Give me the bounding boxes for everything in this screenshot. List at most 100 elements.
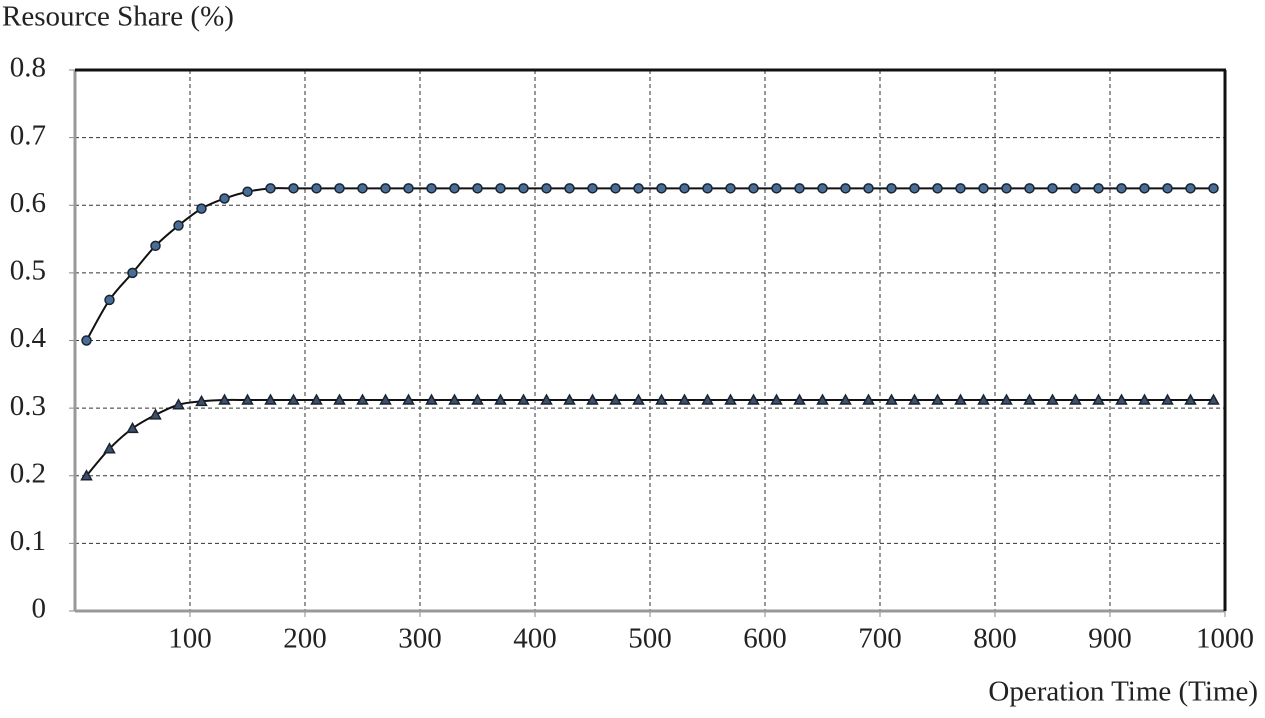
- marker: [402, 393, 415, 405]
- x-tick-label: 400: [513, 623, 557, 655]
- y-tick-label: 0.7: [10, 119, 46, 151]
- marker: [287, 393, 300, 405]
- marker: [1184, 393, 1197, 405]
- y-tick-label: 0.1: [10, 525, 46, 557]
- marker: [426, 183, 437, 194]
- marker: [149, 408, 162, 420]
- marker: [564, 183, 575, 194]
- marker: [518, 183, 529, 194]
- marker: [150, 240, 161, 252]
- x-tick-label: 300: [398, 623, 442, 655]
- marker: [1093, 183, 1104, 194]
- x-tick-label: 100: [168, 623, 212, 655]
- marker: [931, 393, 944, 405]
- x-tick-label: 1000: [1196, 623, 1254, 655]
- marker: [793, 393, 806, 405]
- marker: [126, 421, 139, 434]
- x-axis-label: Operation Time (Time): [988, 676, 1258, 708]
- marker: [242, 186, 253, 197]
- marker: [954, 393, 967, 405]
- marker: [1047, 183, 1058, 194]
- marker: [403, 183, 414, 194]
- marker: [218, 393, 231, 405]
- marker: [1000, 393, 1013, 405]
- marker: [563, 393, 576, 405]
- x-tick-label: 200: [283, 623, 327, 655]
- marker: [932, 183, 943, 194]
- marker: [517, 393, 530, 405]
- marker: [632, 393, 645, 405]
- marker: [816, 393, 829, 405]
- x-tick-label: 700: [858, 623, 902, 655]
- marker: [909, 183, 920, 194]
- marker: [173, 220, 184, 231]
- marker: [1092, 393, 1105, 405]
- marker: [839, 393, 852, 405]
- marker: [471, 393, 484, 405]
- marker: [587, 183, 598, 194]
- marker: [494, 393, 507, 405]
- marker: [80, 469, 93, 481]
- marker: [172, 398, 185, 410]
- marker: [288, 183, 299, 194]
- marker: [702, 183, 713, 194]
- marker: [1023, 393, 1036, 405]
- y-tick-label: 0.3: [10, 390, 46, 422]
- marker: [978, 183, 989, 194]
- marker: [678, 393, 691, 405]
- marker: [127, 267, 138, 279]
- marker: [264, 393, 277, 405]
- marker: [1138, 393, 1151, 405]
- marker: [103, 442, 116, 454]
- marker: [219, 193, 230, 204]
- marker: [241, 393, 254, 405]
- marker: [1162, 183, 1173, 194]
- x-tick-label: 600: [743, 623, 787, 655]
- marker: [908, 393, 921, 405]
- marker: [977, 393, 990, 405]
- x-tick-label: 900: [1088, 623, 1132, 655]
- marker: [885, 393, 898, 405]
- marker: [1069, 393, 1082, 405]
- marker: [862, 393, 875, 405]
- marker: [333, 393, 346, 405]
- marker: [379, 393, 392, 405]
- y-tick-label: 0.8: [10, 52, 46, 84]
- marker: [104, 294, 115, 306]
- marker: [1070, 183, 1081, 194]
- marker: [609, 393, 622, 405]
- x-tick-label: 800: [973, 623, 1017, 655]
- marker: [656, 183, 667, 194]
- marker: [425, 393, 438, 405]
- marker: [1207, 393, 1220, 405]
- marker: [380, 183, 391, 194]
- marker: [495, 183, 506, 194]
- marker: [1185, 183, 1196, 194]
- marker: [1139, 183, 1150, 194]
- marker: [748, 183, 759, 194]
- marker: [449, 183, 460, 194]
- marker: [633, 183, 644, 194]
- marker: [840, 183, 851, 194]
- marker: [794, 183, 805, 194]
- marker: [1001, 183, 1012, 194]
- marker: [540, 393, 553, 405]
- marker: [724, 393, 737, 405]
- marker: [586, 393, 599, 405]
- marker: [770, 393, 783, 405]
- marker: [1116, 183, 1127, 194]
- marker: [655, 393, 668, 405]
- y-tick-label: 0.2: [10, 457, 46, 489]
- marker: [334, 183, 345, 194]
- y-tick-label: 0: [32, 593, 47, 625]
- marker: [610, 183, 621, 194]
- marker: [1024, 183, 1035, 194]
- marker: [817, 183, 828, 194]
- marker: [1115, 393, 1128, 405]
- marker: [310, 393, 323, 405]
- marker: [725, 183, 736, 194]
- marker: [541, 183, 552, 194]
- y-tick-label: 0.4: [10, 322, 47, 354]
- marker: [955, 183, 966, 194]
